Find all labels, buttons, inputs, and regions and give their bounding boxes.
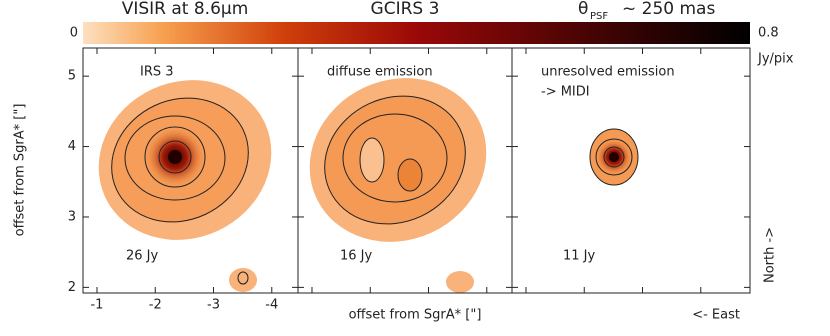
y-axis-label: offset from SgrA* ["] [13, 104, 28, 237]
colorbar-min: 0 [70, 26, 78, 41]
panel-images [98, 78, 639, 293]
north-label: North -> [763, 227, 778, 283]
colorbar-max: 0.8 [758, 26, 779, 41]
x-axis-label: offset from SgrA* ["] [349, 308, 482, 323]
x-tick-label: -3 [207, 298, 220, 313]
east-label: <- East [692, 308, 740, 323]
panel-label: IRS 3 [140, 65, 174, 80]
y-tick-label: 3 [68, 209, 76, 224]
panel-frames [82, 47, 751, 294]
x-tick-label: -4 [265, 298, 278, 313]
panel-label: unresolved emission [541, 65, 675, 80]
colorbar [83, 22, 750, 44]
y-tick-label: 5 [68, 69, 76, 84]
title-psf: PSF [590, 11, 608, 22]
panel-label: diffuse emission [327, 65, 433, 80]
y-tick-label: 2 [68, 280, 76, 295]
title-resolution: ~ 250 mas [622, 0, 715, 19]
panel-flux: 26 Jy [126, 249, 159, 264]
title-target: GCIRS 3 [371, 0, 440, 19]
title-theta: θ [578, 0, 588, 19]
panel-flux: 16 Jy [340, 249, 373, 264]
x-tick-label: -2 [149, 298, 162, 313]
panel-flux: 11 Jy [563, 249, 596, 264]
panel-label: -> MIDI [541, 85, 590, 100]
colorbar-unit: Jy/pix [757, 52, 794, 67]
title-instrument: VISIR at 8.6μm [122, 0, 249, 19]
y-tick-label: 4 [68, 139, 76, 154]
x-tick-label: -1 [90, 298, 103, 313]
